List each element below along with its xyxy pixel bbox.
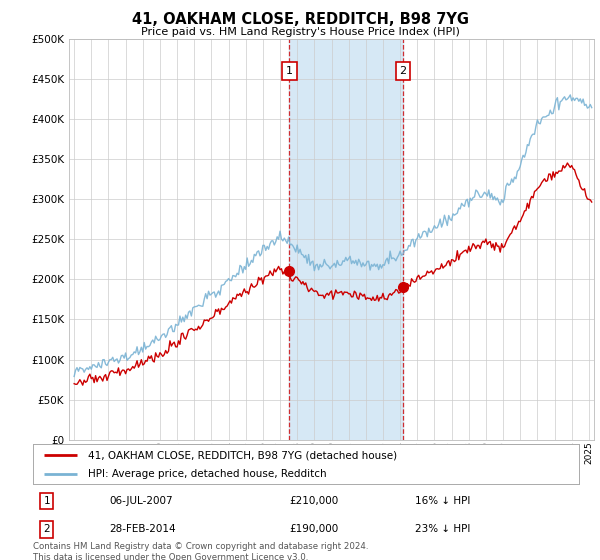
Text: Price paid vs. HM Land Registry's House Price Index (HPI): Price paid vs. HM Land Registry's House … [140, 27, 460, 37]
Text: 28-FEB-2014: 28-FEB-2014 [109, 525, 176, 534]
Text: Contains HM Land Registry data © Crown copyright and database right 2024.
This d: Contains HM Land Registry data © Crown c… [33, 542, 368, 560]
Text: 41, OAKHAM CLOSE, REDDITCH, B98 7YG (detached house): 41, OAKHAM CLOSE, REDDITCH, B98 7YG (det… [88, 450, 397, 460]
Text: 16% ↓ HPI: 16% ↓ HPI [415, 496, 470, 506]
Text: 41, OAKHAM CLOSE, REDDITCH, B98 7YG: 41, OAKHAM CLOSE, REDDITCH, B98 7YG [131, 12, 469, 27]
Text: HPI: Average price, detached house, Redditch: HPI: Average price, detached house, Redd… [88, 469, 326, 479]
Text: £210,000: £210,000 [290, 496, 339, 506]
Text: 23% ↓ HPI: 23% ↓ HPI [415, 525, 470, 534]
Bar [289, 39, 403, 440]
Text: 1: 1 [286, 66, 293, 76]
Text: 2: 2 [400, 66, 407, 76]
Text: 06-JUL-2007: 06-JUL-2007 [109, 496, 173, 506]
Text: 1: 1 [43, 496, 50, 506]
Text: £190,000: £190,000 [290, 525, 339, 534]
Text: 2: 2 [43, 525, 50, 534]
